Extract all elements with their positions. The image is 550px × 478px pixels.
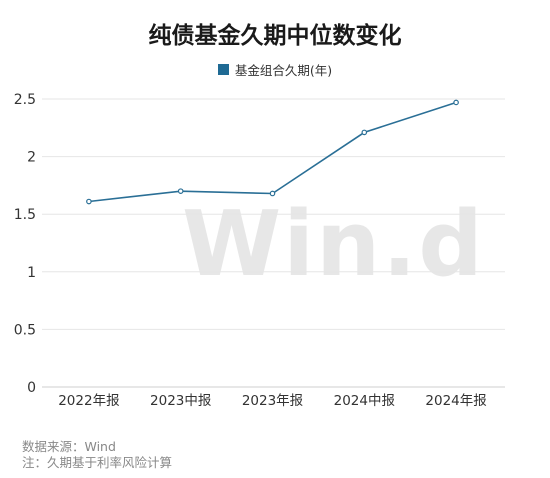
data-point: [177, 188, 184, 194]
data-point: [361, 129, 368, 136]
y-tick-label: 2: [27, 150, 36, 166]
y-tick-label: 0: [27, 380, 36, 396]
series-line: [88, 101, 457, 203]
x-tick-label: 2024中报: [334, 393, 395, 409]
x-tick-label: 2023年报: [242, 393, 303, 409]
y-tick-label: 2.5: [14, 92, 36, 108]
legend-swatch: [217, 64, 229, 75]
y-tick-label: 0.5: [14, 322, 36, 338]
chart-title: 纯债基金久期中位数变化: [148, 23, 402, 49]
data-point: [269, 190, 276, 197]
data-point: [453, 99, 459, 106]
legend: 基金组合久期(年): [0, 60, 550, 79]
x-tick-label: 2023中报: [150, 393, 211, 409]
y-tick-label: 1.5: [14, 207, 36, 223]
x-tick-label: 2022年报: [58, 393, 119, 409]
legend-label: 基金组合久期(年): [234, 63, 333, 78]
y-tick-label: 1: [27, 265, 36, 281]
footnote: 注：久期基于利率风险计算: [22, 455, 173, 470]
source-note: 数据来源：Wind: [22, 439, 116, 454]
data-point: [86, 198, 92, 205]
x-tick-label: 2024年报: [425, 393, 486, 409]
